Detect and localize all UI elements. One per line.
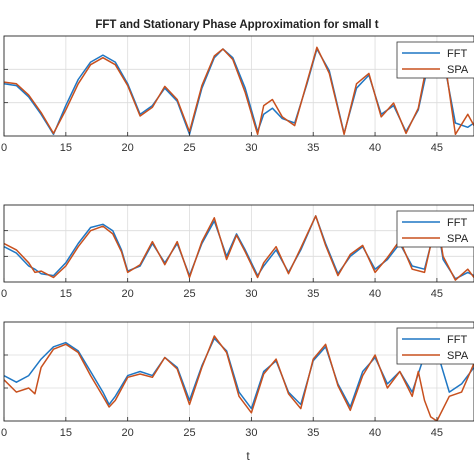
series-line-spa <box>4 43 474 136</box>
x-tick-label: 45 <box>431 142 443 154</box>
legend: FFT SPA <box>396 327 474 365</box>
x-tick-label: 25 <box>183 288 195 300</box>
x-tick-label: 40 <box>369 142 381 154</box>
x-tick-label: 45 <box>431 427 443 439</box>
subplot-1: 0 15 20 25 30 35 40 45 FFT SPA <box>1 35 474 154</box>
x-tick-label: 0 <box>1 427 7 439</box>
legend-label-spa: SPA <box>447 233 469 245</box>
subplot-3: 0 15 20 25 30 35 40 45 FFT SPA <box>1 321 474 439</box>
x-tick-label: 0 <box>1 288 7 300</box>
x-axis-label: t <box>246 449 250 463</box>
x-tick-label: 15 <box>60 288 72 300</box>
subplot-2: 0 15 20 25 30 35 40 45 FFT SPA <box>1 204 474 300</box>
x-tick-label: 25 <box>183 142 195 154</box>
x-tick-label: 30 <box>245 288 257 300</box>
x-tick-label: 35 <box>307 427 319 439</box>
legend-box <box>396 210 474 248</box>
series-group <box>4 335 474 421</box>
x-tick-label: 35 <box>307 288 319 300</box>
legend-box <box>396 327 474 365</box>
axes-frame <box>3 204 474 283</box>
x-tick-label: 20 <box>122 142 134 154</box>
x-tick-label: 30 <box>245 427 257 439</box>
series-line-spa <box>4 335 474 421</box>
legend-label-spa: SPA <box>447 350 469 362</box>
legend-label-fft: FFT <box>447 48 467 60</box>
x-tick-label: 40 <box>369 427 381 439</box>
x-tick-label: 25 <box>183 427 195 439</box>
x-tick-label: 45 <box>431 288 443 300</box>
chart-title: FFT and Stationary Phase Approximation f… <box>95 19 378 31</box>
x-tick-label: 0 <box>1 142 7 154</box>
axes-frame <box>3 321 474 422</box>
x-tick-label: 30 <box>245 142 257 154</box>
plot-area <box>4 205 474 282</box>
plot-area <box>4 36 474 136</box>
legend: FFT SPA <box>396 210 474 248</box>
plot-area <box>4 322 474 421</box>
subplots: 0 15 20 25 30 35 40 45 FFT SPA 0 15 20 25 30 35 40 45 FFT S… <box>1 35 474 439</box>
legend-label-spa: SPA <box>447 64 469 76</box>
legend-box <box>396 41 474 79</box>
grid <box>3 322 474 421</box>
x-tick-label: 15 <box>60 142 72 154</box>
axes-frame <box>3 35 474 137</box>
legend-label-fft: FFT <box>447 334 467 346</box>
x-tick-label: 40 <box>369 288 381 300</box>
x-tick-label: 20 <box>122 427 134 439</box>
x-tick-label: 20 <box>122 288 134 300</box>
legend: FFT SPA <box>396 41 474 79</box>
series-group <box>4 43 474 136</box>
x-tick-label: 15 <box>60 427 72 439</box>
x-tick-label: 35 <box>307 142 319 154</box>
legend-label-fft: FFT <box>447 217 467 229</box>
